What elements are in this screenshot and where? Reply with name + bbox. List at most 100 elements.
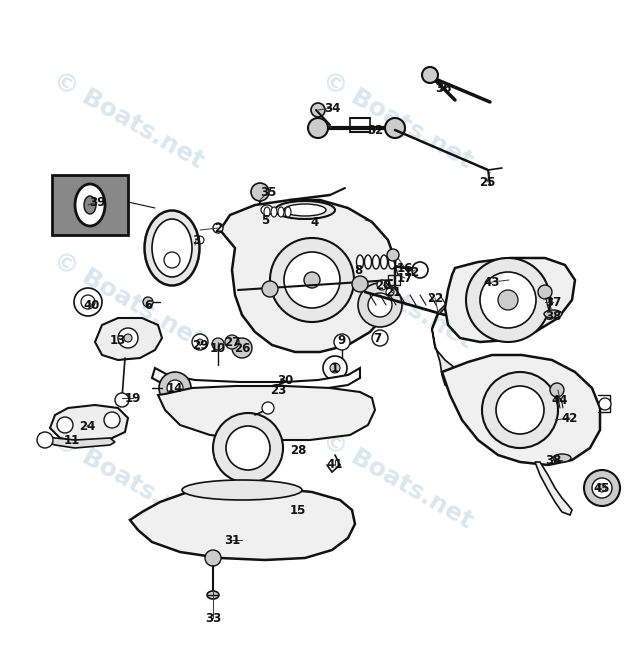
Text: 30: 30	[277, 373, 293, 387]
Polygon shape	[445, 258, 575, 342]
Circle shape	[225, 335, 239, 349]
Text: 40: 40	[84, 299, 100, 311]
Circle shape	[323, 356, 347, 380]
Text: 44: 44	[552, 393, 568, 407]
Circle shape	[196, 236, 204, 244]
Ellipse shape	[544, 310, 562, 318]
Text: 3: 3	[192, 234, 200, 246]
Circle shape	[498, 290, 518, 310]
Text: 43: 43	[484, 275, 500, 289]
Polygon shape	[52, 175, 128, 235]
Ellipse shape	[356, 255, 364, 269]
Text: 19: 19	[125, 391, 141, 405]
Ellipse shape	[270, 393, 286, 399]
Circle shape	[37, 432, 53, 448]
Text: 31: 31	[224, 534, 240, 546]
Circle shape	[205, 550, 221, 566]
Circle shape	[308, 118, 328, 138]
Text: 10: 10	[210, 341, 226, 355]
Circle shape	[143, 297, 153, 307]
Text: 38: 38	[545, 454, 561, 466]
Circle shape	[212, 338, 224, 350]
Polygon shape	[130, 488, 355, 560]
Circle shape	[598, 484, 606, 492]
Circle shape	[599, 398, 611, 410]
Circle shape	[368, 293, 392, 317]
Circle shape	[311, 103, 325, 117]
Text: © Boats.net: © Boats.net	[49, 428, 207, 534]
Ellipse shape	[145, 210, 200, 285]
Polygon shape	[220, 200, 395, 352]
Circle shape	[164, 252, 180, 268]
Polygon shape	[535, 462, 572, 515]
Circle shape	[213, 413, 283, 483]
Circle shape	[304, 272, 320, 288]
Circle shape	[167, 380, 183, 396]
Ellipse shape	[288, 502, 308, 514]
Text: © Boats.net: © Boats.net	[49, 67, 207, 173]
Circle shape	[466, 258, 550, 342]
Circle shape	[422, 67, 438, 83]
Circle shape	[377, 280, 387, 290]
Text: © Boats.net: © Boats.net	[49, 248, 207, 353]
Text: 12: 12	[404, 265, 420, 279]
Circle shape	[387, 249, 399, 261]
Text: 41: 41	[327, 458, 343, 472]
Ellipse shape	[75, 184, 105, 226]
Ellipse shape	[285, 207, 291, 217]
Circle shape	[496, 386, 544, 434]
Text: 33: 33	[205, 611, 221, 625]
Text: 28: 28	[290, 444, 306, 456]
Circle shape	[81, 295, 95, 309]
Circle shape	[284, 252, 340, 308]
Text: 6: 6	[144, 299, 152, 311]
Text: 38: 38	[545, 309, 561, 323]
Text: 11: 11	[64, 434, 80, 446]
Text: 1: 1	[331, 361, 339, 375]
Circle shape	[192, 334, 208, 350]
Ellipse shape	[365, 255, 371, 269]
Circle shape	[270, 238, 354, 322]
Polygon shape	[152, 368, 360, 392]
Ellipse shape	[182, 480, 302, 500]
Circle shape	[584, 470, 620, 506]
Text: 5: 5	[261, 214, 269, 226]
Ellipse shape	[388, 255, 396, 269]
Circle shape	[538, 285, 552, 299]
Ellipse shape	[84, 196, 96, 214]
Text: 2: 2	[214, 222, 222, 234]
Polygon shape	[442, 355, 600, 465]
Ellipse shape	[270, 409, 286, 415]
Ellipse shape	[372, 255, 380, 269]
Text: 20: 20	[375, 279, 391, 291]
Text: 36: 36	[435, 81, 451, 94]
Text: © Boats.net: © Boats.net	[317, 248, 476, 353]
Ellipse shape	[278, 207, 284, 217]
Circle shape	[592, 478, 612, 498]
Text: © Boats.net: © Boats.net	[317, 428, 476, 534]
Ellipse shape	[553, 454, 571, 462]
Text: 35: 35	[260, 186, 276, 198]
Polygon shape	[50, 405, 128, 442]
Circle shape	[252, 238, 264, 250]
Text: 8: 8	[354, 263, 362, 277]
Circle shape	[232, 338, 252, 358]
Circle shape	[262, 402, 274, 414]
Ellipse shape	[271, 207, 277, 217]
Circle shape	[550, 383, 564, 397]
Text: 42: 42	[562, 411, 578, 424]
Ellipse shape	[381, 255, 387, 269]
Text: 7: 7	[373, 331, 381, 345]
Circle shape	[358, 283, 402, 327]
Text: 23: 23	[270, 383, 286, 397]
Polygon shape	[158, 386, 375, 440]
Text: 24: 24	[79, 420, 95, 434]
Text: 16: 16	[397, 261, 413, 275]
Ellipse shape	[207, 591, 219, 599]
Text: 37: 37	[545, 295, 561, 309]
Text: 15: 15	[290, 504, 306, 516]
Text: 9: 9	[338, 333, 346, 347]
Ellipse shape	[284, 204, 326, 216]
Text: 13: 13	[110, 333, 126, 347]
Circle shape	[74, 288, 102, 316]
